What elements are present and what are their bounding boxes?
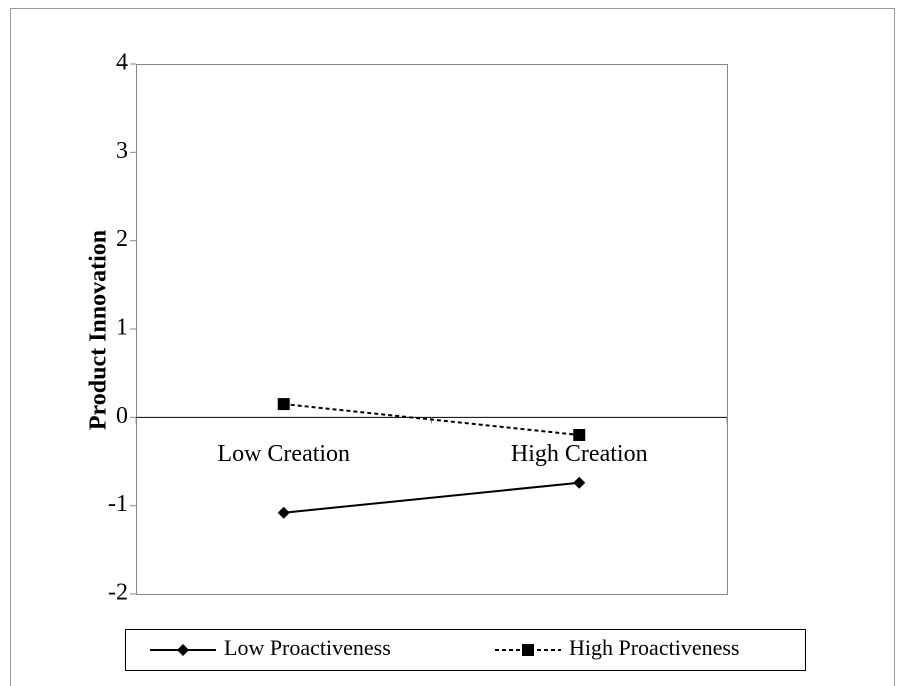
marker [277,398,290,411]
legend-marker [177,644,189,656]
y-tick-label: 4 [116,50,128,76]
series-line [283,481,580,514]
marker [277,506,290,519]
chart-frame [10,8,895,686]
y-tick-label: 0 [116,403,128,429]
legend-marker [522,644,534,656]
x-tick-label: High Creation [511,441,648,467]
series-line [283,403,580,436]
y-tick-label: -2 [108,580,128,606]
y-axis-label: Product Innovation [86,230,112,430]
legend-box [125,629,806,671]
marker [573,429,586,441]
marker [573,476,586,489]
y-tick-label: -1 [108,491,128,517]
plot-area [136,64,728,595]
y-tick-label: 1 [116,315,128,341]
x-tick-label: Low Creation [217,441,350,467]
y-tick-label: 3 [116,138,128,164]
y-tick-label: 2 [116,226,128,252]
legend-label: High Proactiveness [569,635,739,660]
legend-label: Low Proactiveness [224,635,391,660]
